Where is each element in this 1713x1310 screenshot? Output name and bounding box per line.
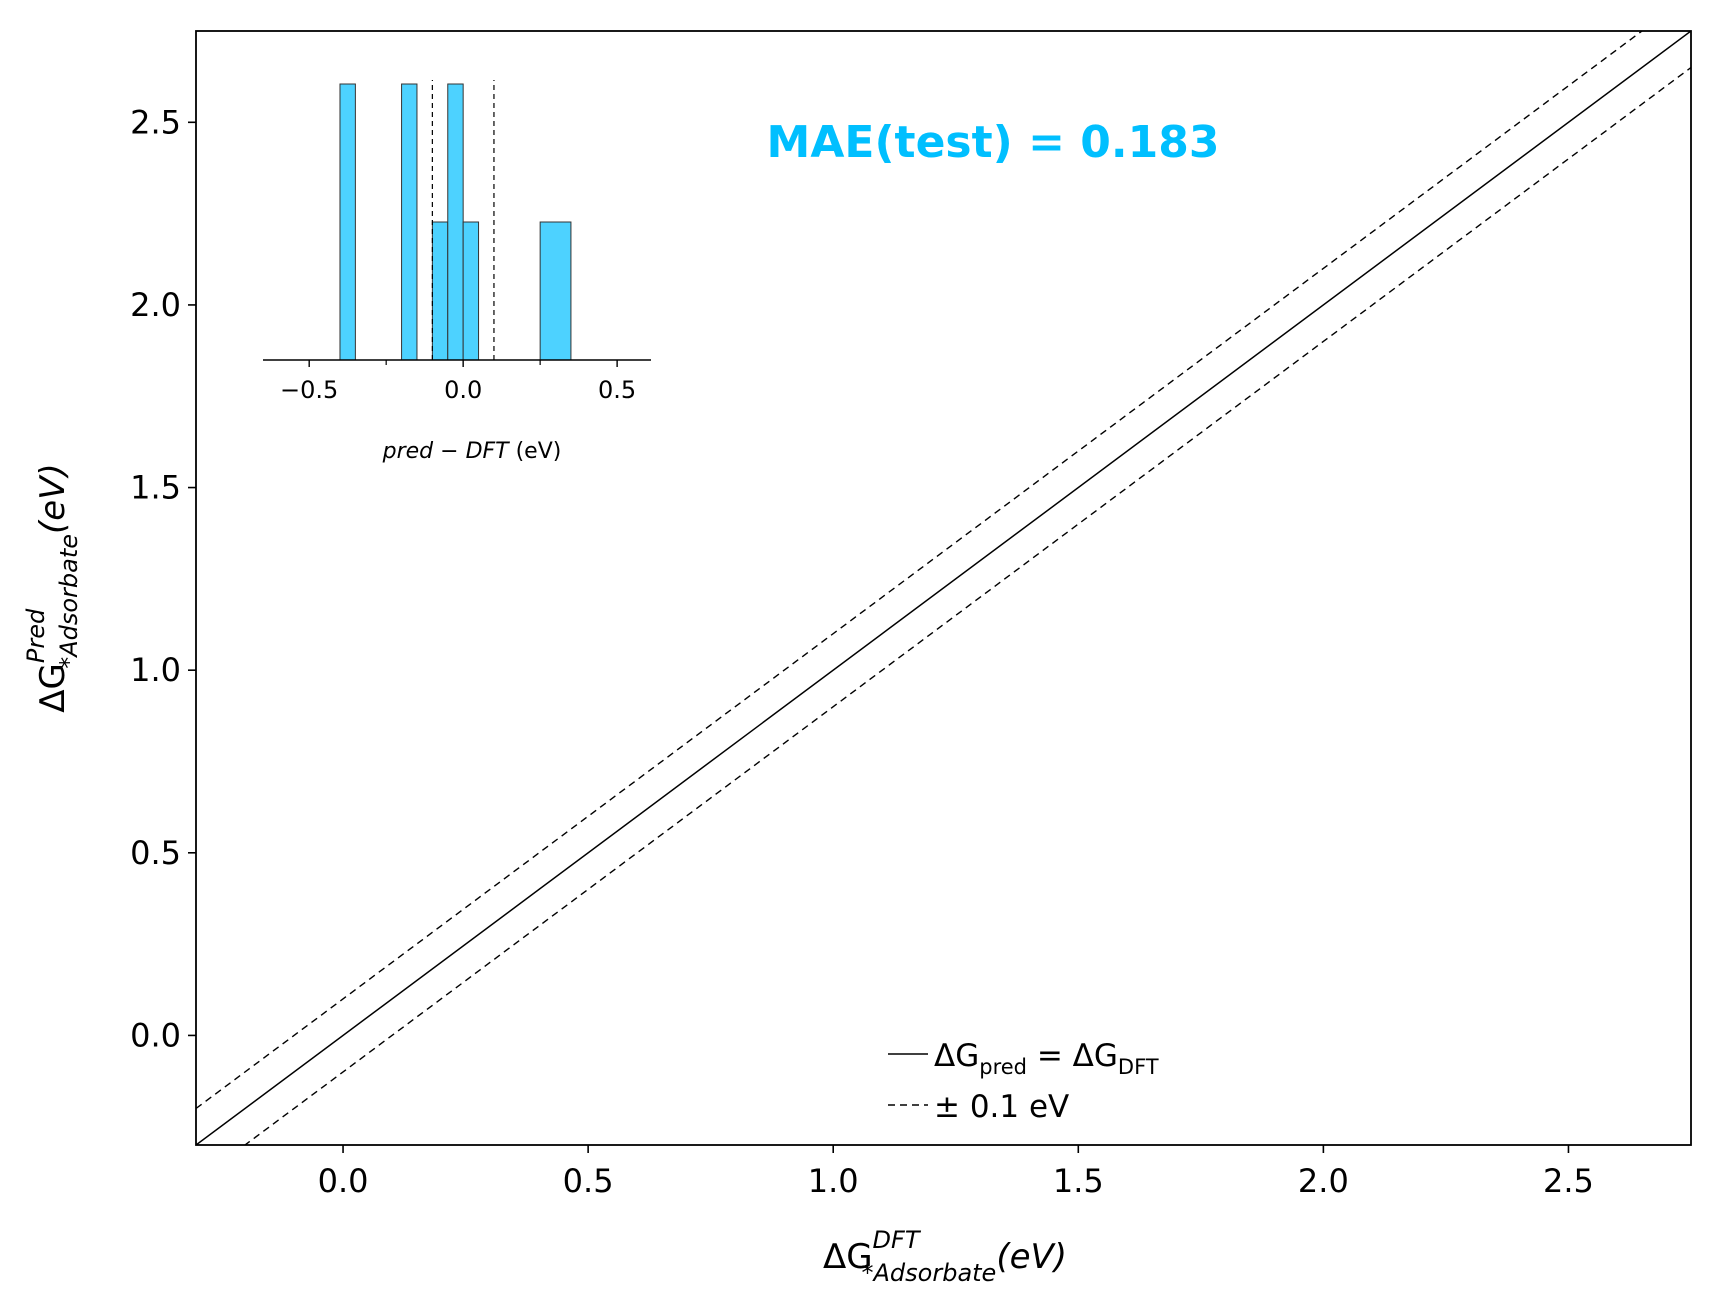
inset-bar-4: [462, 221, 480, 361]
inset-x-tick-label: 0.0: [444, 376, 482, 404]
series-line-0: [196, 31, 1691, 1145]
x-tick-label: 2.5: [1543, 1162, 1594, 1200]
inset-bar-0: [339, 83, 356, 361]
inset-bar-2: [431, 221, 449, 361]
x-axis-label: ΔGDFT *Adsorbate(eV): [823, 1226, 1067, 1287]
legend-label-0: ΔGpred = ΔGDFT: [934, 1038, 1159, 1079]
inset-x-axis-label: pred − DFT (eV): [382, 439, 562, 464]
y-axis-label: ΔGPred *Adsorbate(eV): [22, 463, 83, 713]
inset-bar-3: [447, 83, 464, 361]
series-line-2: [243, 66, 1691, 1145]
inset-x-tick-label: 0.5: [598, 376, 636, 404]
x-tick-label: 1.0: [808, 1162, 859, 1200]
series-line-1: [196, 31, 1644, 1110]
inset-bar-5: [539, 221, 572, 361]
y-tick-label: 2.0: [130, 286, 181, 324]
x-tick-label: 1.5: [1053, 1162, 1104, 1200]
legend-label-1: ± 0.1 eV: [934, 1089, 1069, 1125]
main-axes-frame: [195, 30, 1692, 1146]
x-tick-label: 0.5: [563, 1162, 614, 1200]
x-tick-label: 0.0: [318, 1162, 369, 1200]
x-tick-label: 2.0: [1298, 1162, 1349, 1200]
y-tick-label: 0.5: [130, 834, 181, 872]
y-tick-label: 2.5: [130, 103, 181, 141]
y-tick-label: 1.5: [130, 469, 181, 507]
y-tick-label: 1.0: [130, 651, 181, 689]
mae-annotation: MAE(test) = 0.183: [767, 117, 1220, 168]
y-tick-label: 0.0: [130, 1016, 181, 1054]
inset-x-tick-label: −0.5: [280, 376, 338, 404]
inset-bar-1: [401, 83, 418, 361]
